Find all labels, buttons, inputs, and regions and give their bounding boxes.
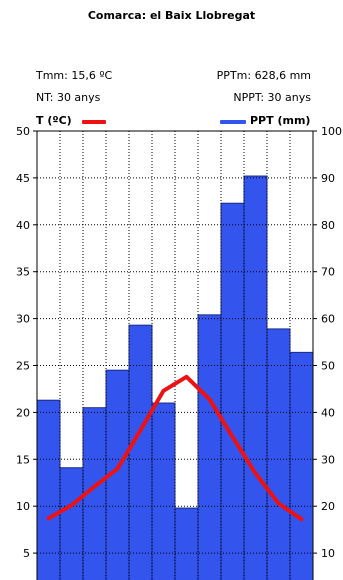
left-tick-label: 35 [16,266,30,279]
right-tick-label: 10 [321,547,335,560]
left-tick-label: 25 [16,360,30,373]
precipitation-bar [128,324,153,580]
temperature-years: NT: 30 anys [36,91,101,104]
left-tick-label: 30 [16,313,30,326]
left-tick-label: 5 [23,547,30,560]
temperature-line [46,374,304,522]
right-tick-label: 90 [321,172,335,185]
left-tick-label: 50 [16,125,30,138]
temperature-line-layer [46,374,304,522]
right-tick-label: 50 [321,360,335,373]
right-tick-label: 100 [321,125,342,138]
right-tick-label: 60 [321,313,335,326]
precipitation-bar [266,328,291,580]
precipitation-bar [243,175,268,580]
mean-precipitation: PPTm: 628,6 mm [216,69,311,82]
precipitation-bar [289,351,314,580]
legend-temperature-swatch [82,120,106,124]
right-tick-label: 80 [321,219,335,232]
legend-precipitation-label: PPT (mm) [250,114,311,127]
legend-precipitation-swatch [220,120,246,124]
precipitation-bar [174,507,199,580]
axis-ticks: 5 10 15 20 25 30 35 40 45 50 10 20 30 40 50 60 70 80 90 100 [16,125,342,560]
precipitation-bar [197,314,222,580]
left-tick-label: 10 [16,500,30,513]
precipitation-bar [220,202,245,580]
left-tick-label: 45 [16,172,30,185]
chart-title: Comarca: el Baix Llobregat [87,9,256,22]
left-tick-label: 40 [16,219,30,232]
left-tick-label: 15 [16,453,30,466]
left-tick-label: 20 [16,406,30,419]
precipitation-years: NPPT: 30 anys [233,91,311,104]
right-tick-label: 30 [321,453,335,466]
legend-temperature-label: T (ºC) [36,114,72,127]
right-tick-label: 70 [321,266,335,279]
right-tick-label: 20 [321,500,335,513]
right-tick-label: 40 [321,406,335,419]
precipitation-bar [59,467,84,580]
mean-temperature: Tmm: 15,6 ºC [36,69,113,82]
precipitation-bar [151,402,176,580]
